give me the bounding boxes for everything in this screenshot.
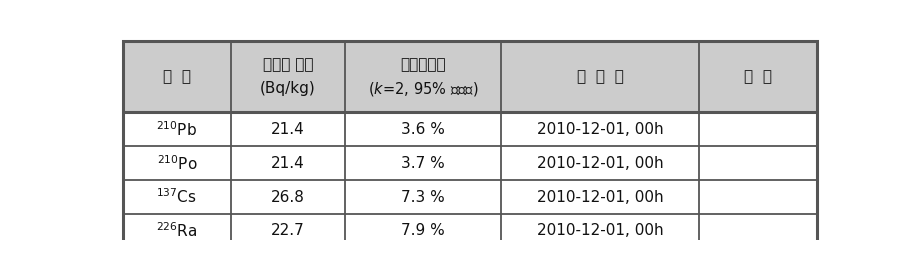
Bar <box>231 214 345 248</box>
Bar <box>502 41 699 112</box>
Bar <box>699 112 817 146</box>
Bar <box>231 41 345 112</box>
Bar <box>699 214 817 248</box>
Bar <box>123 214 231 248</box>
Bar <box>345 41 502 112</box>
Text: 방사능 농도: 방사능 농도 <box>262 57 313 72</box>
Text: 7.9 %: 7.9 % <box>402 223 445 238</box>
Bar <box>502 214 699 248</box>
Text: 확장불확도: 확장불확도 <box>401 57 446 72</box>
Bar <box>699 180 817 214</box>
Text: 기  타: 기 타 <box>744 69 772 84</box>
Bar <box>345 146 502 180</box>
Bar <box>231 146 345 180</box>
Bar <box>699 41 817 112</box>
Text: 3.7 %: 3.7 % <box>402 156 445 171</box>
Text: (Bq/kg): (Bq/kg) <box>260 81 315 96</box>
Bar <box>345 214 502 248</box>
Bar <box>123 112 231 146</box>
Bar <box>502 180 699 214</box>
Text: 22.7: 22.7 <box>271 223 304 238</box>
Bar <box>231 112 345 146</box>
Text: 2010-12-01, 00h: 2010-12-01, 00h <box>536 223 663 238</box>
Text: 26.8: 26.8 <box>271 190 304 205</box>
Bar <box>231 180 345 214</box>
Bar <box>502 112 699 146</box>
Bar <box>345 112 502 146</box>
Text: $^{137}$Cs: $^{137}$Cs <box>157 188 197 206</box>
Bar <box>502 146 699 180</box>
Text: $^{210}$Po: $^{210}$Po <box>157 154 197 173</box>
Bar <box>345 180 502 214</box>
Text: 21.4: 21.4 <box>271 122 304 137</box>
Bar <box>123 41 231 112</box>
Text: 핵  종: 핵 종 <box>163 69 191 84</box>
Bar <box>123 146 231 180</box>
Text: 3.6 %: 3.6 % <box>402 122 445 137</box>
Text: 2010-12-01, 00h: 2010-12-01, 00h <box>536 190 663 205</box>
Text: 2010-12-01, 00h: 2010-12-01, 00h <box>536 122 663 137</box>
Text: 2010-12-01, 00h: 2010-12-01, 00h <box>536 156 663 171</box>
Text: ($k$=2, 95% 신뢰도): ($k$=2, 95% 신뢰도) <box>368 80 479 98</box>
Text: 7.3 %: 7.3 % <box>402 190 445 205</box>
Text: $^{226}$Ra: $^{226}$Ra <box>156 222 198 240</box>
Text: 21.4: 21.4 <box>271 156 304 171</box>
Bar <box>699 146 817 180</box>
Text: $^{210}$Pb: $^{210}$Pb <box>157 120 197 139</box>
Text: 기  준  일: 기 준 일 <box>577 69 624 84</box>
Bar <box>123 180 231 214</box>
